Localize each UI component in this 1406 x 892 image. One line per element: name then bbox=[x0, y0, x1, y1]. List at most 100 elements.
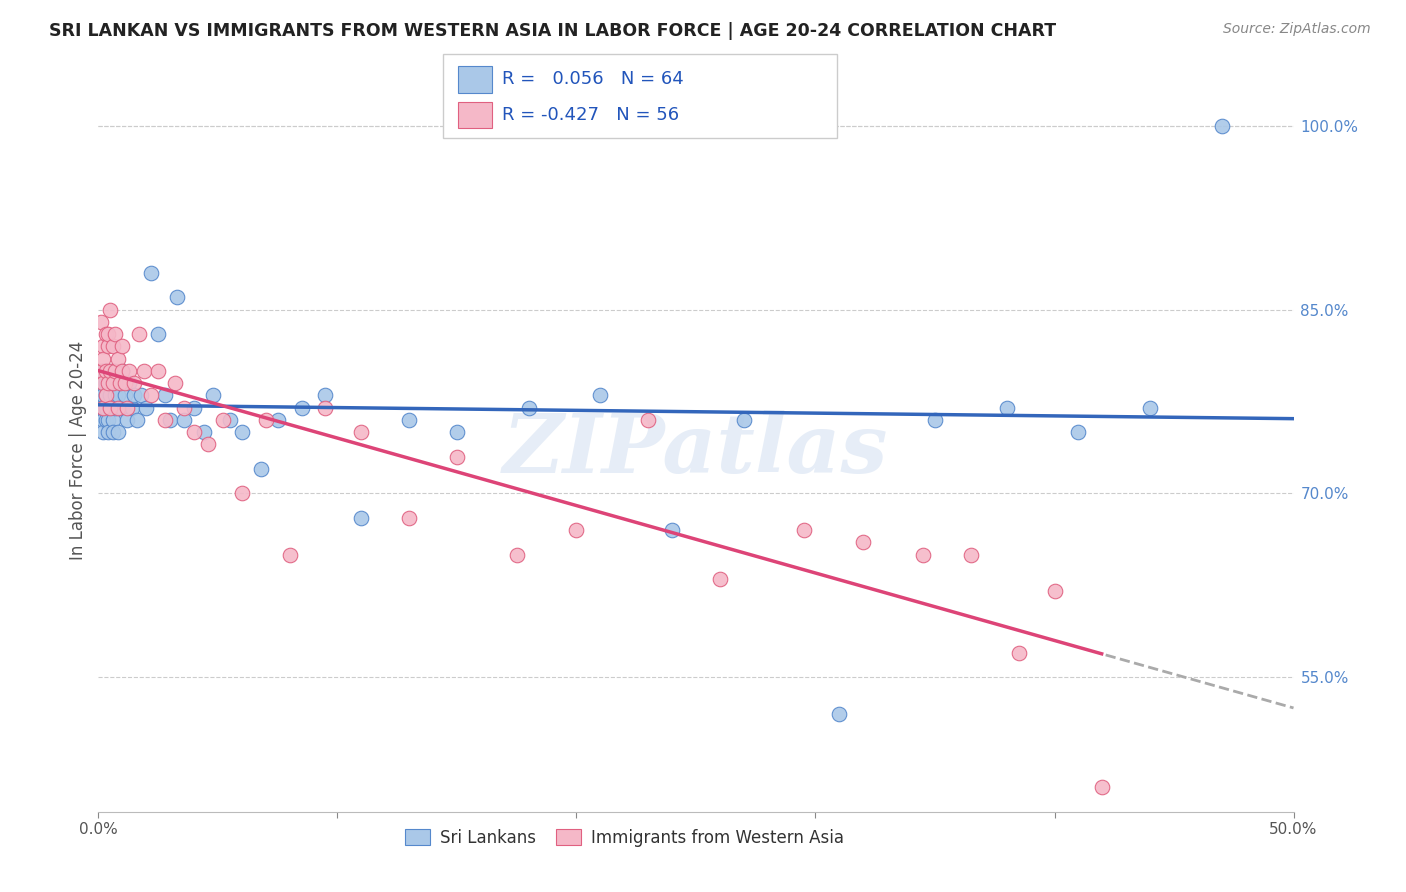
Point bbox=[254, 413, 277, 427]
Point bbox=[94, 413, 117, 427]
Point bbox=[101, 364, 124, 378]
Point bbox=[398, 511, 420, 525]
Point bbox=[1211, 119, 1233, 133]
Point bbox=[90, 315, 112, 329]
Point bbox=[101, 413, 124, 427]
Text: SRI LANKAN VS IMMIGRANTS FROM WESTERN ASIA IN LABOR FORCE | AGE 20-24 CORRELATIO: SRI LANKAN VS IMMIGRANTS FROM WESTERN AS… bbox=[49, 22, 1056, 40]
Point bbox=[517, 401, 540, 415]
Point bbox=[98, 388, 122, 402]
Point bbox=[148, 364, 170, 378]
Point bbox=[231, 486, 253, 500]
Point bbox=[114, 388, 136, 402]
Point bbox=[91, 413, 114, 427]
Point bbox=[793, 523, 815, 537]
Point bbox=[94, 376, 117, 390]
Point bbox=[1067, 425, 1090, 439]
Point bbox=[91, 401, 114, 415]
Point bbox=[97, 327, 120, 342]
Point bbox=[107, 388, 129, 402]
Point bbox=[104, 388, 127, 402]
Point bbox=[97, 376, 120, 390]
Point bbox=[91, 351, 114, 366]
Point bbox=[202, 388, 225, 402]
Point bbox=[231, 425, 253, 439]
Point bbox=[148, 327, 170, 342]
Point bbox=[104, 327, 127, 342]
Point bbox=[197, 437, 219, 451]
Point bbox=[98, 302, 122, 317]
Point bbox=[90, 364, 112, 378]
Point bbox=[94, 388, 117, 402]
Point bbox=[108, 401, 131, 415]
Point bbox=[589, 388, 612, 402]
Point bbox=[350, 425, 373, 439]
Point bbox=[94, 401, 117, 415]
Point bbox=[107, 401, 129, 415]
Point bbox=[1139, 401, 1161, 415]
Point bbox=[97, 364, 120, 378]
Point bbox=[124, 376, 146, 390]
Point bbox=[139, 266, 162, 280]
Point bbox=[291, 401, 314, 415]
Point bbox=[91, 388, 114, 402]
Point bbox=[219, 413, 242, 427]
Point bbox=[90, 401, 112, 415]
Point bbox=[101, 376, 124, 390]
Point bbox=[709, 572, 731, 586]
Point bbox=[118, 376, 141, 390]
Point bbox=[91, 339, 114, 353]
Point bbox=[97, 339, 120, 353]
Point bbox=[98, 401, 122, 415]
Point bbox=[159, 413, 181, 427]
Point bbox=[124, 388, 146, 402]
Point bbox=[163, 376, 186, 390]
Point bbox=[91, 425, 114, 439]
Point bbox=[101, 425, 124, 439]
Point bbox=[315, 388, 337, 402]
Point bbox=[111, 401, 134, 415]
Point bbox=[183, 425, 205, 439]
Point bbox=[924, 413, 946, 427]
Point bbox=[506, 548, 529, 562]
Point bbox=[125, 413, 148, 427]
Point bbox=[960, 548, 983, 562]
Point bbox=[446, 450, 468, 464]
Point bbox=[250, 462, 273, 476]
Point bbox=[128, 327, 150, 342]
Point bbox=[565, 523, 588, 537]
Point bbox=[101, 339, 124, 353]
Point bbox=[661, 523, 683, 537]
Point bbox=[139, 388, 162, 402]
Point bbox=[118, 364, 141, 378]
Legend: Sri Lankans, Immigrants from Western Asia: Sri Lankans, Immigrants from Western Asi… bbox=[396, 821, 852, 855]
Text: R = -0.427   N = 56: R = -0.427 N = 56 bbox=[502, 106, 679, 124]
Point bbox=[115, 401, 138, 415]
Point bbox=[91, 376, 114, 390]
Point bbox=[1043, 584, 1066, 599]
Point bbox=[1008, 646, 1031, 660]
Point bbox=[398, 413, 420, 427]
Point bbox=[115, 413, 138, 427]
Point bbox=[852, 535, 875, 549]
Point bbox=[90, 376, 112, 390]
Point bbox=[97, 425, 120, 439]
Point bbox=[155, 388, 177, 402]
Point bbox=[155, 413, 177, 427]
Point bbox=[911, 548, 934, 562]
Point bbox=[104, 401, 127, 415]
Text: ZIPatlas: ZIPatlas bbox=[503, 410, 889, 491]
Point bbox=[132, 364, 155, 378]
Point bbox=[278, 548, 301, 562]
Text: R =   0.056   N = 64: R = 0.056 N = 64 bbox=[502, 70, 683, 88]
Point bbox=[114, 376, 136, 390]
Point bbox=[111, 364, 134, 378]
Point bbox=[111, 364, 134, 378]
Point bbox=[97, 413, 120, 427]
Point bbox=[121, 401, 143, 415]
Point bbox=[173, 401, 195, 415]
Point bbox=[828, 706, 851, 721]
Point bbox=[111, 339, 134, 353]
Point bbox=[135, 401, 157, 415]
Point bbox=[91, 401, 114, 415]
Point bbox=[267, 413, 290, 427]
